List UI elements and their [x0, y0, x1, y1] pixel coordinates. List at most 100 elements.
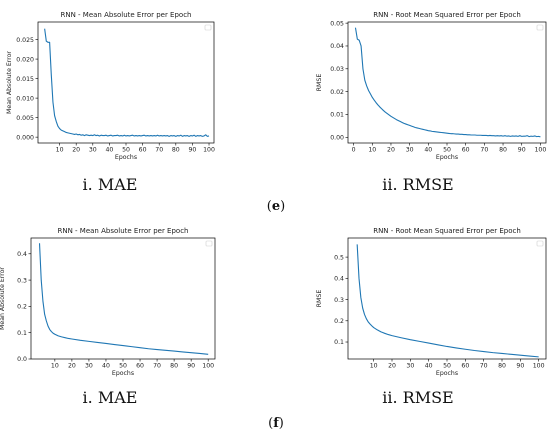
- y-tick-label: 0.05: [330, 20, 344, 27]
- x-tick-label: 50: [122, 147, 130, 154]
- x-tick-label: 10: [51, 363, 59, 370]
- caption-e-mae: i. MAE: [83, 175, 138, 194]
- x-tick-label: 20: [388, 363, 396, 370]
- y-axis-label: Mean Absolute Error: [0, 267, 6, 330]
- x-tick-label: 0: [352, 147, 356, 154]
- x-tick-label: 20: [387, 147, 395, 154]
- x-tick-label: 30: [406, 363, 414, 370]
- chart-e-mae: RNN - Mean Absolute Error per Epoch Epoch…: [6, 11, 215, 161]
- chart-title: RNN - Root Mean Squared Error per Epoch: [373, 11, 521, 19]
- panel-label-e-close: ): [280, 199, 285, 214]
- plot-frame: [37, 21, 215, 144]
- chart-title: RNN - Mean Absolute Error per Epoch: [60, 11, 191, 19]
- y-tick-label: 0.005: [16, 115, 34, 122]
- series-line: [38, 243, 209, 355]
- caption-e-rmse: ii. RMSE: [382, 175, 453, 194]
- y-tick-label: 0.04: [330, 43, 344, 50]
- x-tick-label: 50: [443, 147, 451, 154]
- x-tick-label: 40: [102, 363, 110, 370]
- y-tick-label: 0.010: [16, 95, 34, 102]
- y-axis-label: RMSE: [316, 74, 323, 92]
- x-tick-label: 80: [170, 363, 178, 370]
- y-tick-label: 0.025: [16, 37, 34, 44]
- legend-box: [205, 240, 213, 247]
- x-tick-label: 60: [139, 147, 147, 154]
- chart-e-rmse: RNN - Root Mean Squared Error per Epoch E…: [316, 11, 546, 161]
- x-tick-label: 40: [105, 147, 113, 154]
- plot-frame: [347, 21, 547, 144]
- x-tick-label: 100: [533, 363, 545, 370]
- y-tick-label: 0.4: [17, 251, 27, 258]
- panel-label-f: (f): [268, 416, 284, 431]
- y-tick-label: 0.015: [16, 76, 34, 83]
- y-tick-label: 0.01: [330, 112, 344, 119]
- x-tick-label: 30: [406, 147, 414, 154]
- series-line: [44, 28, 210, 137]
- panel-label-f-letter: f: [273, 416, 280, 431]
- y-tick-label: 0.03: [330, 66, 344, 73]
- x-tick-label: 90: [518, 147, 526, 154]
- x-tick-label: 70: [155, 147, 163, 154]
- caption-f-rmse: ii. RMSE: [382, 388, 453, 407]
- x-tick-label: 20: [68, 363, 76, 370]
- y-axis-label: Mean Absolute Error: [6, 51, 13, 114]
- x-tick-label: 50: [119, 363, 127, 370]
- x-tick-label: 70: [480, 363, 488, 370]
- plot-frame: [347, 237, 547, 360]
- y-tick-label: 0.2: [17, 304, 27, 311]
- x-tick-label: 100: [203, 147, 215, 154]
- y-tick-label: 0.2: [334, 318, 344, 325]
- panel-label-f-close: ): [279, 416, 284, 431]
- x-tick-label: 70: [153, 363, 161, 370]
- series-line: [354, 27, 541, 138]
- panel-label-f-open: (: [268, 416, 273, 431]
- chart-title: RNN - Root Mean Squared Error per Epoch: [373, 227, 521, 235]
- panel-label-e-open: (: [267, 199, 272, 214]
- x-tick-label: 100: [202, 363, 214, 370]
- caption-f-mae: i. MAE: [83, 388, 138, 407]
- y-tick-label: 0.0: [17, 356, 27, 363]
- x-tick-label: 60: [136, 363, 144, 370]
- y-tick-label: 0.00: [330, 134, 344, 141]
- legend-box: [536, 24, 544, 31]
- x-axis-label: Epochs: [436, 154, 458, 161]
- x-tick-label: 40: [425, 363, 433, 370]
- series-line: [356, 244, 539, 358]
- chart-f-mae: RNN - Mean Absolute Error per Epoch Epoch…: [0, 227, 216, 377]
- x-axis-label: Epochs: [112, 370, 134, 377]
- chart-f-rmse: RNN - Root Mean Squared Error per Epoch E…: [316, 227, 547, 377]
- x-tick-label: 80: [499, 147, 507, 154]
- y-tick-label: 0.02: [330, 89, 344, 96]
- x-tick-label: 100: [534, 147, 546, 154]
- x-tick-label: 30: [85, 363, 93, 370]
- x-tick-label: 30: [89, 147, 97, 154]
- y-tick-label: 0.3: [17, 277, 27, 284]
- panel-label-e: (e): [267, 199, 285, 214]
- plot-frame: [30, 237, 216, 360]
- chart-title: RNN - Mean Absolute Error per Epoch: [57, 227, 188, 235]
- x-tick-label: 10: [368, 147, 376, 154]
- x-tick-label: 80: [498, 363, 506, 370]
- x-tick-label: 50: [443, 363, 451, 370]
- x-tick-label: 20: [72, 147, 80, 154]
- y-axis-label: RMSE: [316, 290, 323, 308]
- x-tick-label: 10: [56, 147, 64, 154]
- x-tick-label: 10: [370, 363, 378, 370]
- panel-label-e-letter: e: [272, 199, 280, 214]
- x-tick-label: 80: [172, 147, 180, 154]
- legend-box: [204, 24, 212, 31]
- y-tick-label: 0.1: [334, 339, 344, 346]
- x-tick-label: 60: [461, 363, 469, 370]
- y-tick-label: 0.3: [334, 297, 344, 304]
- x-tick-label: 90: [188, 147, 196, 154]
- x-tick-label: 90: [187, 363, 195, 370]
- x-tick-label: 60: [462, 147, 470, 154]
- x-tick-label: 40: [424, 147, 432, 154]
- y-tick-label: 0.1: [17, 330, 27, 337]
- x-tick-label: 70: [480, 147, 488, 154]
- y-tick-label: 0.4: [334, 276, 344, 283]
- x-axis-label: Epochs: [436, 370, 458, 377]
- y-tick-label: 0.020: [16, 56, 34, 63]
- y-tick-label: 0.5: [334, 254, 344, 261]
